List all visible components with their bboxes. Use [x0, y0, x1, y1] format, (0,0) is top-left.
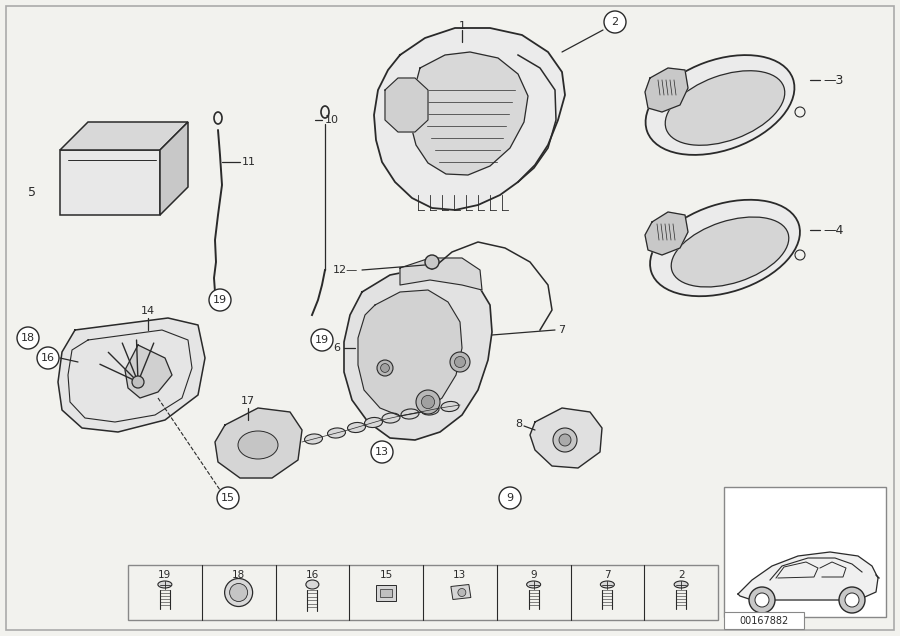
Ellipse shape	[645, 55, 795, 155]
Text: 14: 14	[141, 306, 155, 316]
Ellipse shape	[401, 409, 419, 419]
Ellipse shape	[347, 422, 365, 432]
Ellipse shape	[441, 401, 459, 411]
Text: 11: 11	[242, 157, 256, 167]
Text: 00167882: 00167882	[740, 616, 788, 626]
Circle shape	[450, 352, 470, 372]
Circle shape	[381, 364, 390, 373]
Circle shape	[37, 347, 59, 369]
Circle shape	[377, 360, 393, 376]
Circle shape	[425, 255, 439, 269]
Circle shape	[17, 327, 39, 349]
Text: 16: 16	[41, 353, 55, 363]
Text: —4: —4	[823, 223, 843, 237]
Ellipse shape	[421, 405, 439, 415]
Circle shape	[604, 11, 626, 33]
Polygon shape	[376, 584, 396, 600]
Polygon shape	[738, 552, 878, 600]
Ellipse shape	[382, 413, 400, 423]
Text: 17: 17	[241, 396, 255, 406]
Polygon shape	[645, 212, 688, 255]
Circle shape	[132, 376, 144, 388]
Circle shape	[749, 587, 775, 613]
Text: 10: 10	[325, 115, 339, 125]
Ellipse shape	[526, 581, 541, 588]
FancyBboxPatch shape	[6, 6, 894, 630]
Ellipse shape	[665, 71, 785, 145]
Text: 12—: 12—	[333, 265, 358, 275]
Circle shape	[225, 579, 253, 607]
Text: 13: 13	[454, 570, 466, 580]
Polygon shape	[58, 318, 205, 432]
Circle shape	[311, 329, 333, 351]
Circle shape	[755, 593, 769, 607]
Polygon shape	[530, 408, 602, 468]
Polygon shape	[380, 588, 392, 597]
Polygon shape	[344, 268, 492, 440]
Text: 18: 18	[21, 333, 35, 343]
Polygon shape	[125, 345, 172, 398]
Circle shape	[217, 487, 239, 509]
Polygon shape	[374, 28, 565, 210]
Circle shape	[230, 583, 248, 602]
Polygon shape	[215, 408, 302, 478]
Text: 19: 19	[315, 335, 329, 345]
Circle shape	[421, 396, 435, 408]
Polygon shape	[160, 122, 188, 215]
Text: 6: 6	[333, 343, 340, 353]
Text: 19: 19	[158, 570, 172, 580]
FancyBboxPatch shape	[724, 612, 804, 629]
Text: 15: 15	[380, 570, 392, 580]
Ellipse shape	[304, 434, 322, 444]
Ellipse shape	[650, 200, 800, 296]
Circle shape	[209, 289, 231, 311]
Ellipse shape	[328, 428, 346, 438]
Polygon shape	[645, 68, 688, 112]
Ellipse shape	[674, 581, 688, 588]
Text: 15: 15	[221, 493, 235, 503]
Ellipse shape	[238, 431, 278, 459]
Text: 19: 19	[213, 295, 227, 305]
Text: —3: —3	[823, 74, 843, 86]
Text: 7: 7	[558, 325, 565, 335]
Text: 8: 8	[515, 419, 522, 429]
Text: 18: 18	[232, 570, 245, 580]
Circle shape	[454, 357, 465, 368]
Ellipse shape	[158, 581, 172, 588]
FancyBboxPatch shape	[724, 487, 886, 617]
Text: 16: 16	[306, 570, 319, 580]
Text: 7: 7	[604, 570, 611, 580]
Polygon shape	[410, 52, 528, 175]
Text: 13: 13	[375, 447, 389, 457]
Text: 9: 9	[530, 570, 537, 580]
Text: 2: 2	[611, 17, 618, 27]
Polygon shape	[400, 258, 482, 290]
Circle shape	[553, 428, 577, 452]
Circle shape	[371, 441, 393, 463]
Polygon shape	[60, 122, 188, 150]
Ellipse shape	[306, 580, 319, 589]
Circle shape	[839, 587, 865, 613]
Circle shape	[559, 434, 571, 446]
Ellipse shape	[364, 417, 382, 427]
Text: 1: 1	[458, 21, 465, 31]
Polygon shape	[451, 584, 471, 600]
Polygon shape	[60, 150, 160, 215]
Polygon shape	[385, 78, 428, 132]
Circle shape	[458, 588, 466, 597]
Circle shape	[416, 390, 440, 414]
Text: 9: 9	[507, 493, 514, 503]
Circle shape	[845, 593, 859, 607]
Text: 5: 5	[28, 186, 36, 198]
Ellipse shape	[671, 217, 788, 287]
Polygon shape	[358, 290, 462, 416]
Circle shape	[499, 487, 521, 509]
Ellipse shape	[600, 581, 615, 588]
Text: 2: 2	[678, 570, 684, 580]
